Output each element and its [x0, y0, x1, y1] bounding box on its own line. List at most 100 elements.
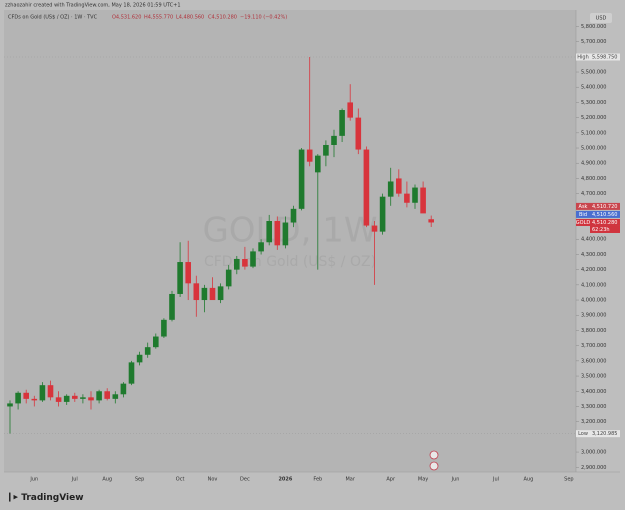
brand: ❙▸ TradingView — [6, 493, 84, 503]
candle-body — [193, 283, 200, 301]
candle-body — [323, 144, 329, 156]
candle-body — [161, 319, 167, 337]
marker-value-box — [590, 53, 620, 61]
event-icon[interactable] — [429, 450, 439, 460]
x-tick-label: Oct — [176, 477, 185, 483]
candle-body — [306, 149, 313, 162]
candle-body — [428, 219, 434, 223]
candle-body — [412, 187, 418, 203]
y-tick-label: 5,300.000 — [581, 100, 606, 106]
candle-body — [339, 110, 345, 136]
candle-body — [112, 394, 119, 399]
marker-value: 4,510.560 — [592, 212, 617, 218]
y-tick-label: 2,900.000 — [581, 465, 606, 471]
marker-value-box — [590, 430, 620, 438]
candle-body — [136, 354, 143, 363]
y-tick-label: 5,200.000 — [581, 115, 606, 121]
candle-body — [258, 242, 264, 252]
countdown-box — [590, 225, 620, 233]
currency-button[interactable] — [590, 13, 612, 23]
countdown: 62:23h — [592, 227, 610, 233]
y-tick-label: 5,100.000 — [581, 130, 606, 136]
y-tick-label: 5,800.000 — [581, 24, 606, 30]
candle-body — [7, 403, 13, 407]
y-tick-label: 4,900.000 — [581, 161, 606, 167]
candle-body — [242, 259, 248, 267]
candle-body — [347, 102, 353, 118]
marker-tag — [576, 202, 590, 210]
plot: 2,900.000 3,000.000 3,200.000 3,300.000 3,40… — [4, 24, 620, 483]
candle-body — [104, 391, 110, 399]
candle-body — [88, 397, 94, 401]
marker-tag — [576, 53, 590, 61]
y-tick-label: 4,200.000 — [581, 267, 606, 273]
x-tick-label: Feb — [313, 477, 322, 483]
candle-body — [39, 385, 46, 401]
marker-value: 3,120.985 — [592, 431, 617, 437]
x-tick-label: Aug — [524, 477, 534, 483]
candle-body — [315, 155, 321, 173]
candle-body — [31, 398, 38, 401]
candle-body — [209, 287, 216, 301]
y-tick-label: 5,500.000 — [581, 70, 606, 76]
marker-value-box — [590, 218, 620, 226]
event-icon[interactable] — [429, 461, 439, 471]
x-tick-label: Jul — [492, 477, 499, 483]
x-tick-label: Sep — [564, 477, 573, 483]
candle-body — [15, 392, 21, 404]
marker-value: 4,510.720 — [592, 204, 617, 210]
candle-body — [185, 262, 191, 284]
candle-body — [144, 347, 151, 355]
marker-value: 4,510.280 — [592, 220, 617, 226]
y-tick-label: 3,000.000 — [581, 450, 606, 456]
marker-tag — [576, 218, 590, 226]
currency[interactable]: USD — [596, 16, 607, 22]
y-tick-label: 3,700.000 — [581, 343, 606, 349]
candle-body — [298, 149, 305, 209]
y-tick-label: 3,600.000 — [581, 358, 606, 364]
x-tick-label: May — [418, 477, 428, 483]
candle-body — [201, 287, 208, 301]
y-tick-label: 4,800.000 — [581, 176, 606, 182]
ohlc-value: C4,510.280 — [208, 15, 237, 21]
candle-body — [387, 181, 394, 197]
y-tick-label: 5,400.000 — [581, 85, 606, 91]
marker-value: 5,598.750 — [592, 55, 617, 61]
marker-label: Ask — [579, 204, 588, 210]
change-value: −19.110 (−0.42%) — [240, 15, 287, 21]
candle-body — [225, 269, 232, 287]
x-tick-label: Sep — [135, 477, 144, 483]
watermark-symbol: GOLD, 1W — [202, 211, 377, 251]
candle-body — [282, 222, 289, 246]
x-tick-label: 2026 — [278, 477, 292, 483]
y-tick-label: 3,400.000 — [581, 389, 606, 395]
x-tick-label: Aug — [102, 477, 112, 483]
candle-body — [80, 397, 86, 399]
candle-body — [404, 193, 410, 203]
candle-body — [72, 395, 78, 399]
candle-body — [153, 336, 159, 348]
y-tick-label: 3,500.000 — [581, 374, 606, 380]
marker-value-box — [590, 210, 620, 218]
candle-body — [23, 392, 29, 399]
candle-body — [169, 293, 175, 320]
candle-body — [250, 251, 256, 267]
candle-body — [47, 385, 54, 398]
marker-tag — [576, 210, 590, 218]
marker-label: Bid — [579, 212, 587, 218]
y-tick-label: 3,300.000 — [581, 404, 606, 410]
watermark-description: CFDs on Gold (US$ / OZ) — [204, 254, 376, 270]
candle-body — [331, 135, 337, 145]
candle-body — [234, 259, 240, 270]
candle-body — [371, 225, 378, 232]
attribution: zzhaozahir created with TradingView.com,… — [5, 3, 181, 9]
ohlc-value: H4,555.770 — [144, 15, 173, 21]
y-tick-label: 4,400.000 — [581, 237, 606, 243]
y-tick-label: 4,700.000 — [581, 191, 606, 197]
candle-body — [63, 395, 70, 402]
candle-body — [217, 286, 224, 301]
candle-body — [120, 383, 127, 395]
y-tick-label: 4,100.000 — [581, 282, 606, 288]
candle-body — [290, 208, 297, 223]
